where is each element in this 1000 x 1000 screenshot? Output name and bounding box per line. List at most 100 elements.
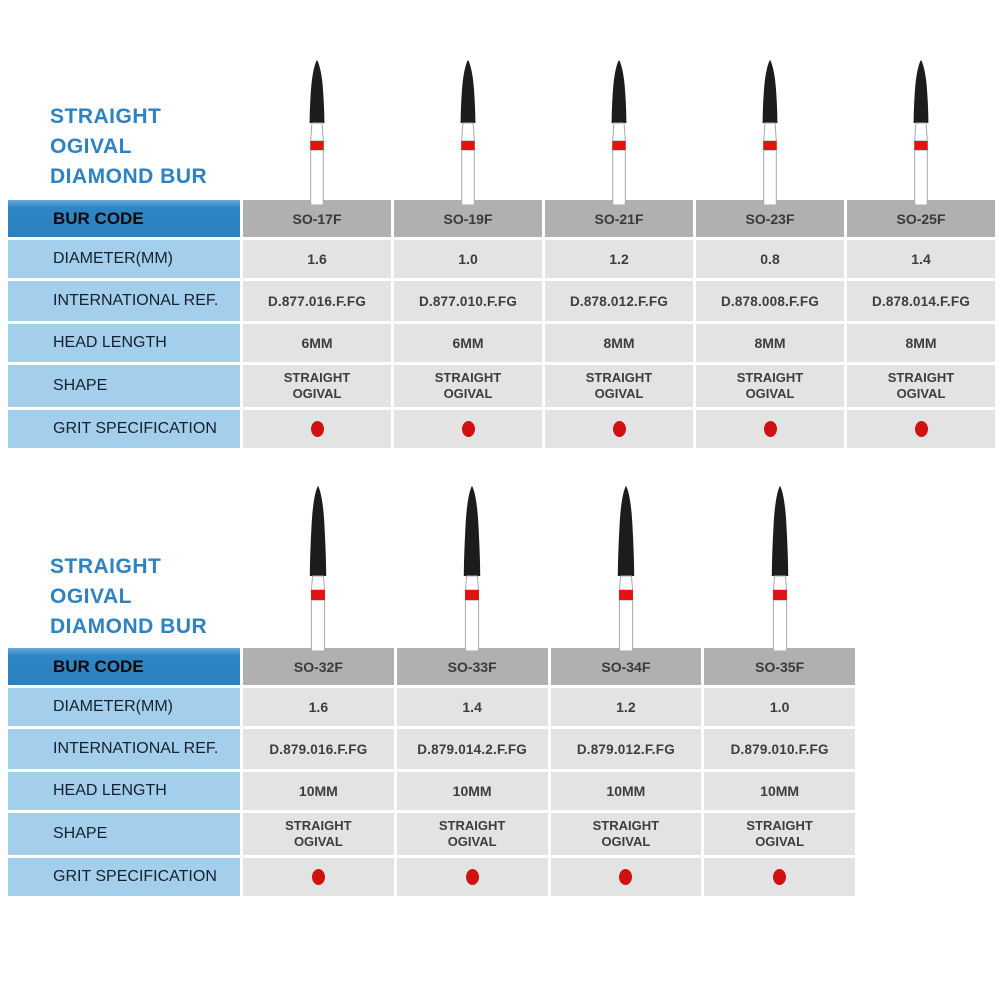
grit-red-dot-icon bbox=[465, 869, 479, 885]
row-label-diameter: DIAMETER(MM) bbox=[8, 240, 240, 278]
title-line: STRAIGHT bbox=[50, 105, 162, 128]
grit-cell bbox=[394, 410, 542, 448]
diameter-cell: 1.0 bbox=[704, 688, 855, 726]
shape-line: STRAIGHT bbox=[887, 370, 955, 385]
international-ref-cell: D.878.012.F.FG bbox=[545, 281, 693, 321]
grit-cell bbox=[243, 858, 394, 896]
diamond-bur-illustration bbox=[762, 60, 778, 205]
head-length-cell: 8MM bbox=[545, 324, 693, 362]
bur-code-cell: SO-23F bbox=[696, 200, 844, 237]
color-band-red bbox=[619, 590, 633, 600]
row-label-head-length: HEAD LENGTH bbox=[8, 324, 240, 362]
shape-line: OGIVAL bbox=[292, 386, 342, 401]
grit-cell bbox=[847, 410, 995, 448]
row-label-head-length: HEAD LENGTH bbox=[8, 772, 240, 810]
grit-cell bbox=[550, 858, 702, 896]
shape-cell: STRAIGHT OGIVAL bbox=[696, 365, 844, 407]
head-length-cell: 10MM bbox=[243, 772, 394, 810]
title-line: DIAMOND BUR bbox=[50, 615, 208, 638]
shape-line: OGIVAL bbox=[755, 834, 805, 849]
shape-line: STRAIGHT bbox=[592, 818, 660, 833]
shape-line: STRAIGHT bbox=[283, 370, 351, 385]
international-ref-cell: D.877.010.F.FG bbox=[394, 281, 542, 321]
shape-line: OGIVAL bbox=[594, 386, 644, 401]
international-ref-cell: D.878.008.F.FG bbox=[696, 281, 844, 321]
diamond-bur-illustration bbox=[309, 60, 325, 205]
row-label-grit: GRIT SPECIFICATION bbox=[8, 410, 240, 448]
color-band-red bbox=[914, 141, 928, 150]
shape-line: OGIVAL bbox=[601, 834, 651, 849]
shape-line: STRAIGHT bbox=[736, 370, 804, 385]
spec-table-2: BUR CODE SO-32F SO-33F SO-34F SO-35F DIA… bbox=[8, 648, 855, 896]
diameter-cell: 0.8 bbox=[696, 240, 844, 278]
shape-line: STRAIGHT bbox=[285, 818, 352, 833]
head-length-cell: 8MM bbox=[847, 324, 995, 362]
international-ref-cell: D.879.014.2.F.FG bbox=[396, 729, 548, 769]
international-ref-cell: D.877.016.F.FG bbox=[243, 281, 391, 321]
grit-red-dot-icon bbox=[763, 421, 777, 437]
title-line: OGIVAL bbox=[50, 585, 132, 608]
row-label-grit: GRIT SPECIFICATION bbox=[8, 858, 240, 896]
section-2-title: STRAIGHT OGIVAL DIAMOND BUR bbox=[50, 552, 207, 642]
head-length-cell: 6MM bbox=[394, 324, 542, 362]
shape-line: OGIVAL bbox=[896, 386, 946, 401]
diamond-bur-illustration bbox=[309, 486, 327, 651]
bur-code-cell: SO-17F bbox=[243, 200, 391, 237]
grit-cell bbox=[396, 858, 548, 896]
diamond-bur-illustration bbox=[913, 60, 929, 205]
shape-cell: STRAIGHT OGIVAL bbox=[704, 813, 855, 855]
diameter-cell: 1.2 bbox=[545, 240, 693, 278]
row-label-shape: SHAPE bbox=[8, 365, 240, 407]
color-band-red bbox=[310, 141, 324, 150]
row-label-diameter: DIAMETER(MM) bbox=[8, 688, 240, 726]
diameter-cell: 1.0 bbox=[394, 240, 542, 278]
row-label-international-ref: INTERNATIONAL REF. bbox=[8, 281, 240, 321]
shape-line: STRAIGHT bbox=[434, 370, 502, 385]
diamond-bur-illustration bbox=[771, 486, 789, 651]
row-label-bur-code: BUR CODE bbox=[8, 200, 240, 237]
shape-line: STRAIGHT bbox=[585, 370, 653, 385]
grit-cell bbox=[243, 410, 391, 448]
color-band-red bbox=[465, 590, 479, 600]
diamond-bur-illustration bbox=[463, 486, 481, 651]
head-length-cell: 10MM bbox=[704, 772, 855, 810]
spec-table-1: BUR CODE SO-17F SO-19F SO-21F SO-23F SO-… bbox=[8, 200, 995, 448]
grit-red-dot-icon bbox=[310, 421, 324, 437]
bur-code-cell: SO-35F bbox=[704, 648, 855, 685]
grit-red-dot-icon bbox=[461, 421, 475, 437]
shape-cell: STRAIGHT OGIVAL bbox=[243, 365, 391, 407]
title-line: STRAIGHT bbox=[50, 555, 162, 578]
head-length-cell: 6MM bbox=[243, 324, 391, 362]
color-band-red bbox=[763, 141, 777, 150]
bur-code-cell: SO-33F bbox=[396, 648, 548, 685]
row-label-shape: SHAPE bbox=[8, 813, 240, 855]
shape-cell: STRAIGHT OGIVAL bbox=[396, 813, 548, 855]
diameter-cell: 1.4 bbox=[396, 688, 548, 726]
diameter-cell: 1.2 bbox=[550, 688, 702, 726]
bur-code-cell: SO-19F bbox=[394, 200, 542, 237]
shape-cell: STRAIGHT OGIVAL bbox=[545, 365, 693, 407]
title-line: OGIVAL bbox=[50, 135, 132, 158]
diamond-bur-illustration bbox=[617, 486, 635, 651]
title-line: DIAMOND BUR bbox=[50, 165, 208, 188]
bur-code-cell: SO-21F bbox=[545, 200, 693, 237]
diamond-bur-illustration bbox=[460, 60, 476, 205]
international-ref-cell: D.879.012.F.FG bbox=[550, 729, 702, 769]
shape-line: OGIVAL bbox=[443, 386, 493, 401]
shape-cell: STRAIGHT OGIVAL bbox=[550, 813, 702, 855]
shape-cell: STRAIGHT OGIVAL bbox=[394, 365, 542, 407]
international-ref-cell: D.878.014.F.FG bbox=[847, 281, 995, 321]
shape-cell: STRAIGHT OGIVAL bbox=[847, 365, 995, 407]
grit-cell bbox=[696, 410, 844, 448]
shape-line: STRAIGHT bbox=[438, 818, 506, 833]
bur-code-cell: SO-32F bbox=[243, 648, 394, 685]
grit-red-dot-icon bbox=[612, 421, 626, 437]
international-ref-cell: D.879.010.F.FG bbox=[704, 729, 855, 769]
head-length-cell: 10MM bbox=[550, 772, 702, 810]
diameter-cell: 1.4 bbox=[847, 240, 995, 278]
shape-line: STRAIGHT bbox=[746, 818, 813, 833]
shape-line: OGIVAL bbox=[447, 834, 497, 849]
grit-cell bbox=[545, 410, 693, 448]
head-length-cell: 10MM bbox=[396, 772, 548, 810]
diamond-bur-illustration bbox=[611, 60, 627, 205]
